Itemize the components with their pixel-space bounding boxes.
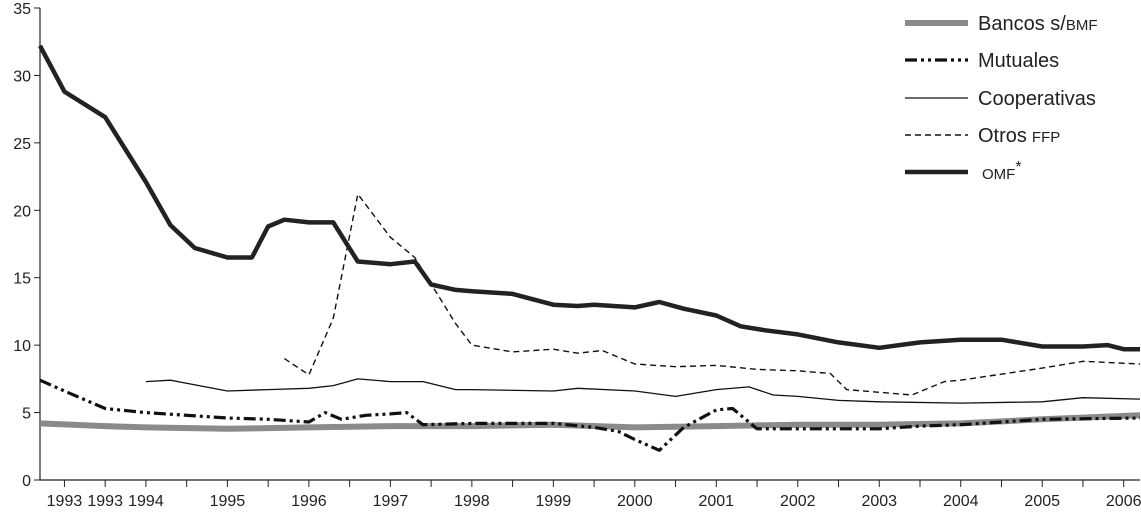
legend-label-name: OMF	[982, 166, 1015, 183]
x-tick-label: 1995	[210, 493, 246, 510]
x-tick-label: 2000	[617, 493, 653, 510]
series-lines	[38, 44, 1141, 452]
x-tick-label: 2004	[943, 493, 979, 510]
x-tick-label: 2001	[698, 493, 734, 510]
series-line-otros	[284, 193, 1141, 396]
legend-label-suffix: FFP	[1032, 129, 1060, 146]
legend-label-suffix: BMF	[1066, 17, 1098, 34]
x-tick-label: 1996	[291, 493, 327, 510]
y-tick-label: 5	[22, 406, 31, 423]
x-tick-label: 2005	[1024, 493, 1060, 510]
x-tick-label: 1994	[128, 493, 164, 510]
x-tick-label: 2002	[780, 493, 816, 510]
series-line-mutuales	[39, 378, 1141, 452]
legend-label-name: Mutuales	[978, 50, 1059, 72]
x-tick-label: 2003	[861, 493, 897, 510]
legend-label: Mutuales	[978, 50, 1059, 72]
legend-label-name: Cooperativas	[978, 88, 1096, 110]
chart-axes: 0 5 10 15 20 25 30 35 1993 1993 1994 1995 1996 1997 19…	[13, 1, 1141, 510]
chart-legend: Bancos s/BMF Mutuales Cooperativas Otros FFP…	[905, 13, 1098, 183]
series-line-omf	[38, 44, 1140, 352]
y-tick-label: 30	[13, 68, 31, 85]
y-tick-label: 15	[13, 271, 31, 288]
y-tick-label: 20	[13, 203, 31, 220]
x-tick-label: 1993	[87, 493, 123, 510]
legend-label: Otros FFP	[978, 125, 1060, 147]
x-tick-label: 1997	[373, 493, 409, 510]
legend-label-name: Otros	[978, 125, 1027, 147]
series-line-cooperativas	[145, 378, 1141, 404]
y-tick-label: 35	[13, 1, 31, 18]
x-tick-label: 1999	[536, 493, 572, 510]
legend-label: Cooperativas	[978, 88, 1096, 110]
legend-label-name: Bancos s/	[978, 13, 1066, 35]
legend-label: OMF*	[982, 159, 1022, 183]
x-tick-label: 1998	[454, 493, 490, 510]
y-tick-label: 25	[13, 136, 31, 153]
legend-label: Bancos s/BMF	[978, 13, 1098, 35]
x-tick-label: 2006	[1106, 493, 1141, 510]
legend-label-suffix: *	[1015, 159, 1021, 176]
y-tick-label: 10	[13, 338, 31, 355]
x-tick-label: 1993	[47, 493, 83, 510]
y-tick-label: 0	[22, 473, 31, 490]
